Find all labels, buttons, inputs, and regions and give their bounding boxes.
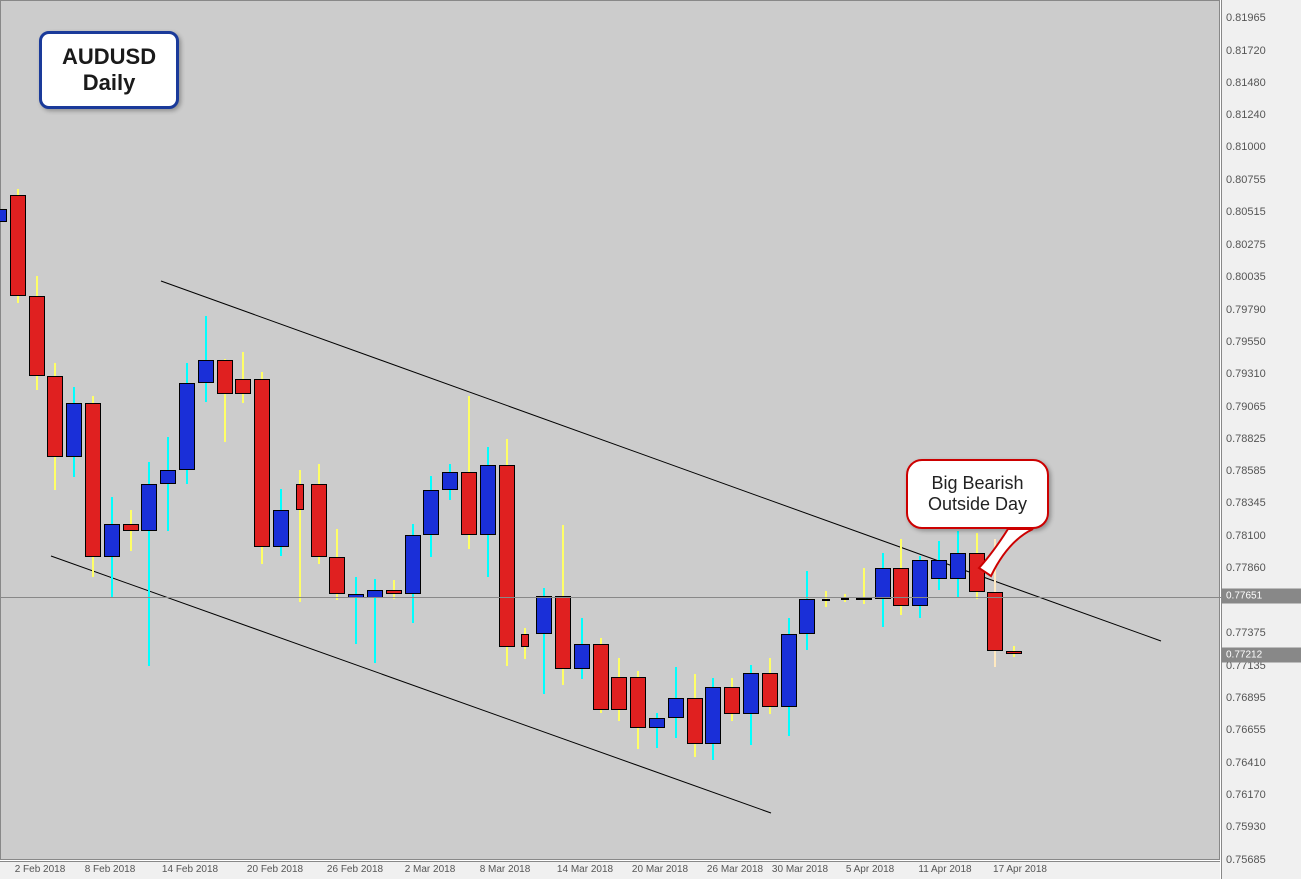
x-tick: 20 Mar 2018 bbox=[632, 864, 688, 875]
y-tick: 0.78585 bbox=[1226, 465, 1266, 477]
y-tick: 0.77860 bbox=[1226, 562, 1266, 574]
y-tick: 0.80275 bbox=[1226, 239, 1266, 251]
horizontal-lines-layer bbox=[1, 1, 1219, 859]
price-tag: 0.77212 bbox=[1222, 648, 1301, 663]
callout-tail bbox=[978, 459, 979, 460]
y-tick: 0.78825 bbox=[1226, 433, 1266, 445]
y-tick: 0.76170 bbox=[1226, 789, 1266, 801]
y-axis: 0.81965 0.81720 0.81480 0.81240 0.81000 0.807… bbox=[1221, 0, 1301, 879]
title-line1: AUDUSD bbox=[62, 44, 156, 70]
y-tick: 0.81240 bbox=[1226, 109, 1266, 121]
y-tick: 0.80035 bbox=[1226, 271, 1266, 283]
x-tick: 26 Feb 2018 bbox=[327, 864, 383, 875]
callout-line1: Big Bearish bbox=[928, 473, 1027, 494]
x-tick: 30 Mar 2018 bbox=[772, 864, 828, 875]
y-tick: 0.80755 bbox=[1226, 174, 1266, 186]
y-tick: 0.81720 bbox=[1226, 45, 1266, 57]
x-tick: 8 Mar 2018 bbox=[480, 864, 531, 875]
x-tick: 14 Mar 2018 bbox=[557, 864, 613, 875]
chart-container: AUDUSD Daily Big Bearish Outside Day 0.8… bbox=[0, 0, 1301, 879]
chart-title-box: AUDUSD Daily bbox=[39, 31, 179, 109]
x-tick: 2 Mar 2018 bbox=[405, 864, 456, 875]
y-tick: 0.77375 bbox=[1226, 627, 1266, 639]
x-tick: 8 Feb 2018 bbox=[85, 864, 136, 875]
y-tick: 0.81480 bbox=[1226, 77, 1266, 89]
price-tag: 0.77651 bbox=[1222, 589, 1301, 604]
x-tick: 26 Mar 2018 bbox=[707, 864, 763, 875]
y-tick: 0.80515 bbox=[1226, 206, 1266, 218]
x-tick: 14 Feb 2018 bbox=[162, 864, 218, 875]
y-tick: 0.75930 bbox=[1226, 821, 1266, 833]
title-line2: Daily bbox=[62, 70, 156, 96]
x-tick: 11 Apr 2018 bbox=[918, 864, 971, 875]
callout-bubble: Big Bearish Outside Day bbox=[906, 459, 1049, 529]
y-tick: 0.79790 bbox=[1226, 304, 1266, 316]
y-tick: 0.76410 bbox=[1226, 757, 1266, 769]
y-tick: 0.75685 bbox=[1226, 854, 1266, 866]
x-tick: 5 Apr 2018 bbox=[846, 864, 894, 875]
y-tick: 0.79310 bbox=[1226, 368, 1266, 380]
y-tick: 0.76895 bbox=[1226, 692, 1266, 704]
y-tick: 0.76655 bbox=[1226, 724, 1266, 736]
y-tick: 0.81000 bbox=[1226, 141, 1266, 153]
y-tick: 0.78345 bbox=[1226, 497, 1266, 509]
x-axis: 2 Feb 2018 8 Feb 2018 14 Feb 2018 20 Feb 20… bbox=[0, 861, 1220, 879]
x-tick: 17 Apr 2018 bbox=[993, 864, 1047, 875]
y-tick: 0.79065 bbox=[1226, 401, 1266, 413]
callout-line2: Outside Day bbox=[928, 494, 1027, 515]
horizontal-price-line bbox=[1, 597, 1221, 598]
callout-text: Big Bearish Outside Day bbox=[906, 459, 1049, 529]
y-tick: 0.78100 bbox=[1226, 530, 1266, 542]
y-tick: 0.81965 bbox=[1226, 12, 1266, 24]
x-tick: 2 Feb 2018 bbox=[15, 864, 66, 875]
chart-plot-area: AUDUSD Daily Big Bearish Outside Day bbox=[0, 0, 1220, 860]
y-tick: 0.79550 bbox=[1226, 336, 1266, 348]
x-tick: 20 Feb 2018 bbox=[247, 864, 303, 875]
